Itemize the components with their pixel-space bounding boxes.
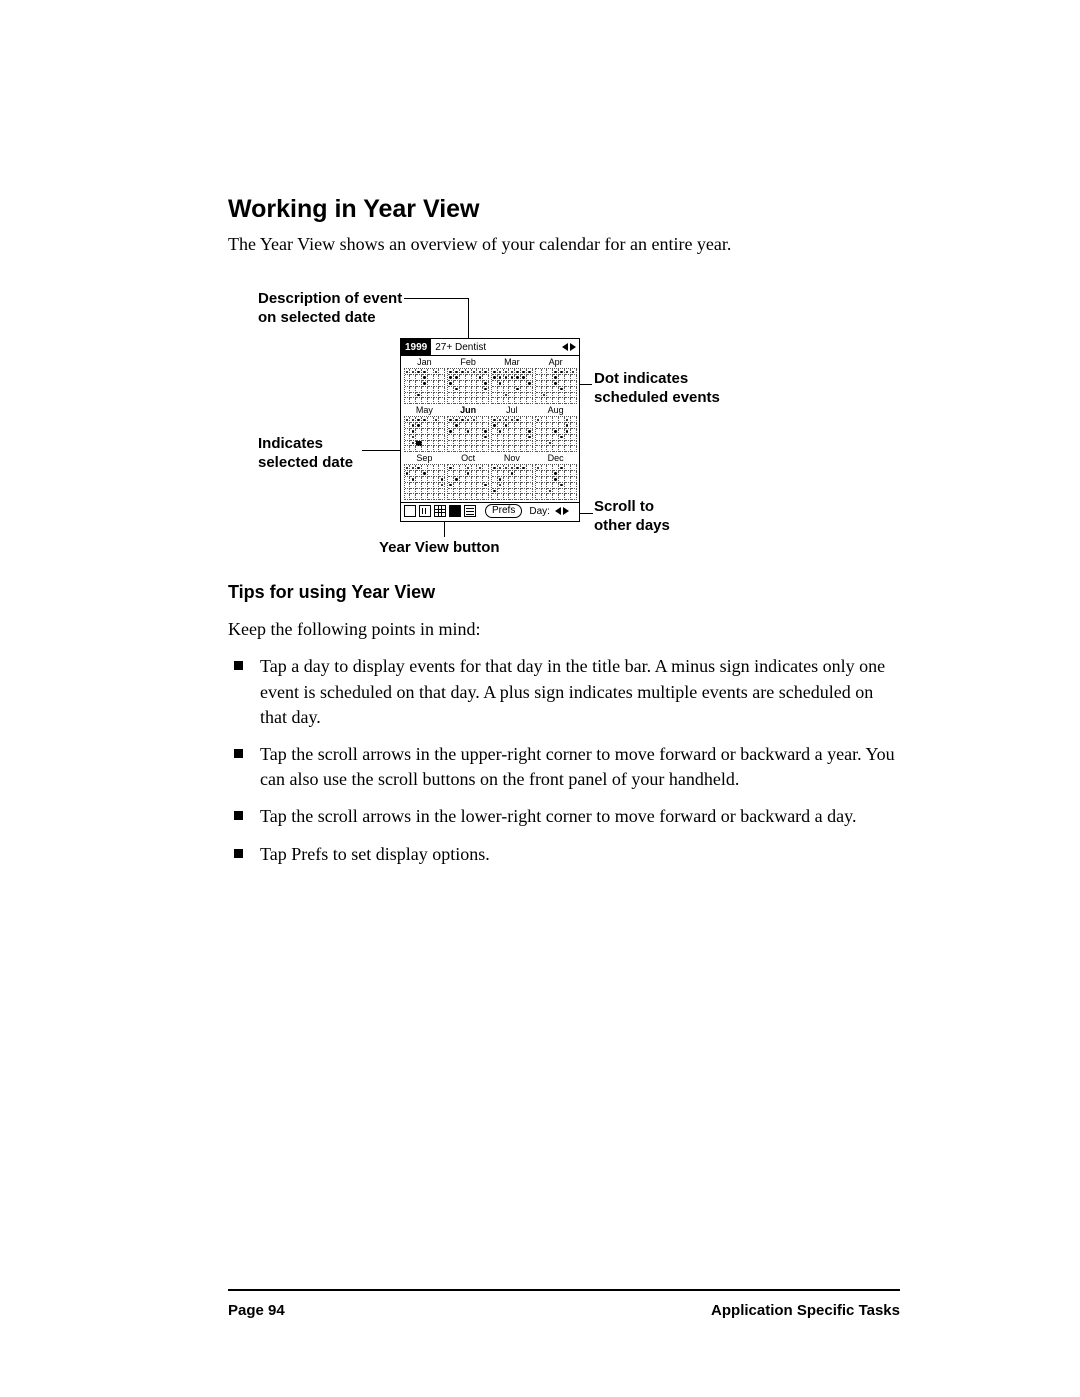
tip-item: Tap a day to display events for that day… [256, 654, 900, 730]
next-year-icon[interactable] [570, 343, 576, 351]
footer-section-title: Application Specific Tasks [711, 1302, 900, 1319]
next-day-icon[interactable] [563, 507, 569, 515]
year-scroll-arrows[interactable] [562, 343, 579, 351]
day-view-button[interactable] [404, 505, 416, 517]
selected-event-text: 27+ Dentist [431, 342, 562, 353]
year-view-screenshot: 1999 27+ Dentist Jan Feb Mar Apr May Jun Jul Au… [400, 338, 580, 522]
day-cell[interactable] [483, 398, 489, 404]
month-label: Feb [460, 358, 476, 367]
day-cell[interactable] [483, 446, 489, 452]
year-chip[interactable]: 1999 [401, 339, 431, 355]
day-cell[interactable] [527, 398, 533, 404]
prefs-button[interactable]: Prefs [485, 504, 522, 518]
month-label: Apr [549, 358, 563, 367]
month-label: Sep [416, 454, 432, 463]
month-sep[interactable]: Sep [404, 454, 445, 500]
month-aug[interactable]: Aug [535, 406, 576, 452]
month-label: Jan [417, 358, 432, 367]
month-nov[interactable]: Nov [492, 454, 533, 500]
day-cell[interactable] [439, 398, 445, 404]
week-view-button[interactable] [419, 505, 431, 517]
day-scroll-arrows[interactable] [555, 507, 569, 515]
day-cell[interactable] [571, 446, 577, 452]
month-may[interactable]: May [404, 406, 445, 452]
year-view-button[interactable] [449, 505, 461, 517]
day-cell[interactable] [571, 398, 577, 404]
footer-rule [228, 1289, 900, 1291]
day-cell[interactable] [527, 494, 533, 500]
section-heading: Working in Year View [228, 195, 900, 224]
day-cell[interactable] [571, 494, 577, 500]
month-label: Mar [504, 358, 520, 367]
tip-item: Tap the scroll arrows in the upper-right… [256, 742, 900, 792]
month-label: Oct [461, 454, 475, 463]
month-label: May [416, 406, 433, 415]
day-cell[interactable] [439, 446, 445, 452]
year-view-figure: Description of event on selected date In… [244, 292, 804, 552]
day-cell[interactable] [527, 446, 533, 452]
tips-heading: Tips for using Year View [228, 582, 900, 603]
page-number: Page 94 [228, 1302, 285, 1319]
tips-intro: Keep the following points in mind: [228, 617, 900, 642]
list-view-button[interactable] [464, 505, 476, 517]
month-label: Nov [504, 454, 520, 463]
tip-item: Tap Prefs to set display options. [256, 842, 900, 867]
callout-scroll-days: Scroll to other days [594, 498, 670, 536]
month-label: Dec [548, 454, 564, 463]
prev-day-icon[interactable] [555, 507, 561, 515]
month-feb[interactable]: Feb [448, 358, 489, 404]
month-dec[interactable]: Dec [535, 454, 576, 500]
callout-event-desc: Description of event on selected date [258, 290, 402, 328]
tip-item: Tap the scroll arrows in the lower-right… [256, 804, 900, 829]
month-apr[interactable]: Apr [535, 358, 576, 404]
callout-dot-indicates: Dot indicates scheduled events [594, 370, 720, 408]
day-scroll-label: Day: [529, 506, 550, 517]
callout-selected-date: Indicates selected date [258, 435, 353, 473]
month-jun[interactable]: Jun [448, 406, 489, 452]
month-label: Jul [506, 406, 518, 415]
month-mar[interactable]: Mar [492, 358, 533, 404]
intro-paragraph: The Year View shows an overview of your … [228, 232, 900, 256]
day-cell[interactable] [439, 494, 445, 500]
month-jul[interactable]: Jul [492, 406, 533, 452]
prev-year-icon[interactable] [562, 343, 568, 351]
callout-year-view-button: Year View button [379, 539, 500, 558]
month-label: Jun [460, 406, 476, 415]
day-cell[interactable] [483, 494, 489, 500]
month-view-button[interactable] [434, 505, 446, 517]
month-jan[interactable]: Jan [404, 358, 445, 404]
month-label: Aug [548, 406, 564, 415]
month-oct[interactable]: Oct [448, 454, 489, 500]
